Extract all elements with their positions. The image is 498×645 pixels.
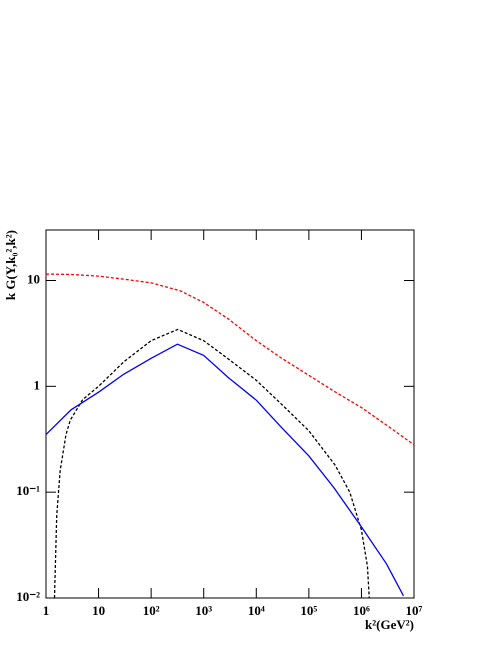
series-line — [45, 273, 415, 446]
y-tick-label: 10 — [27, 271, 40, 286]
series-line — [53, 328, 370, 599]
x-axis-label: k²(GeV²) — [365, 617, 414, 632]
x-tick-label: 10⁶ — [353, 603, 370, 618]
y-tick-label: 10⁻¹ — [16, 483, 40, 498]
x-tick-label: 1 — [43, 603, 50, 618]
y-tick-label: 1 — [34, 377, 41, 392]
x-tick-label: 10³ — [195, 603, 212, 618]
x-tick-label: 10² — [143, 603, 160, 618]
series-line — [45, 343, 405, 597]
x-tick-label: 10⁷ — [406, 603, 423, 618]
y-tick-label: 10⁻² — [16, 589, 40, 604]
y-axis-label: k G(Y,k₀²,k²) — [3, 230, 18, 300]
x-tick-label: 10⁵ — [300, 603, 317, 618]
x-tick-label: 10 — [92, 603, 105, 618]
plot-frame — [45, 229, 415, 599]
x-tick-label: 10⁴ — [248, 603, 265, 618]
